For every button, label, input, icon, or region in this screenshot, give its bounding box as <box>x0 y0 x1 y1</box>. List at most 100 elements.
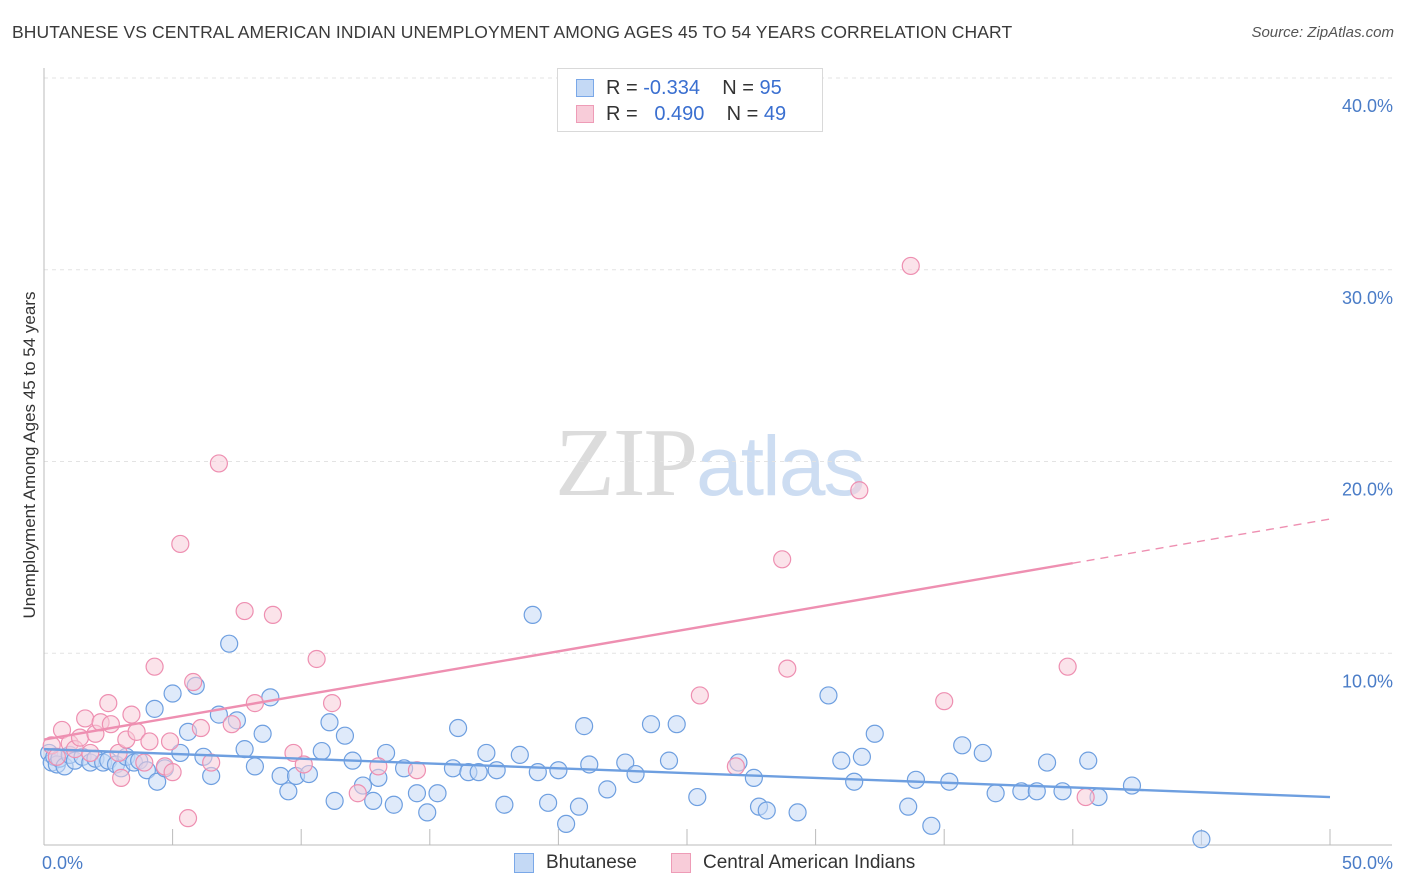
data-point <box>495 795 514 814</box>
data-point <box>171 534 190 554</box>
data-point <box>222 715 241 734</box>
data-point <box>788 803 807 822</box>
data-point <box>384 795 403 814</box>
legend-n-value: 49 <box>763 102 787 125</box>
data-point <box>865 724 884 743</box>
data-point <box>335 726 355 745</box>
data-point <box>261 688 280 707</box>
legend-n-value: 95 <box>759 76 782 99</box>
data-point <box>418 803 437 822</box>
data-point <box>47 747 66 766</box>
x-tick-label: 0.0% <box>42 853 83 873</box>
data-point <box>1122 776 1142 795</box>
data-point <box>539 793 558 812</box>
data-point <box>690 686 709 705</box>
data-point <box>145 699 164 718</box>
x-tick-label: 50.0% <box>1342 853 1393 873</box>
data-point <box>140 732 159 751</box>
data-point <box>307 649 326 669</box>
data-point <box>76 709 95 728</box>
data-point <box>320 713 339 732</box>
data-point <box>163 684 182 703</box>
legend-swatch-central-american-indians <box>576 105 594 123</box>
data-point <box>263 605 283 625</box>
series-legend-central-american-indians: Central American Indians <box>671 852 915 874</box>
data-point <box>626 764 645 784</box>
legend-swatch-bhutanese <box>576 79 594 97</box>
data-points <box>40 256 1211 849</box>
data-point <box>122 705 141 724</box>
watermark: ZIPatlas <box>555 405 865 519</box>
y-tick-label: 30.0% <box>1342 288 1393 308</box>
data-point <box>850 481 869 500</box>
data-point <box>312 741 331 761</box>
legend-r-value: 0.490 <box>654 102 705 125</box>
series-swatch-central-american-indians <box>671 853 691 873</box>
legend-row-bhutanese: R = -0.334 N = 95 <box>576 76 782 100</box>
correlation-legend: R = -0.334 N = 95 R = 0.490 N = 49 <box>557 68 823 132</box>
data-point <box>294 755 313 774</box>
data-point <box>235 601 254 621</box>
data-point <box>1192 830 1211 849</box>
data-point <box>973 743 992 763</box>
y-tick-label: 10.0% <box>1342 671 1393 691</box>
data-point <box>160 732 180 751</box>
data-point <box>901 256 920 276</box>
legend-n-label: N = <box>722 76 754 99</box>
data-point <box>477 743 496 763</box>
data-point <box>112 768 131 787</box>
watermark-atlas: atlas <box>696 419 865 513</box>
data-point <box>209 454 228 473</box>
trend-lines <box>43 518 1331 799</box>
series-name-bhutanese: Bhutanese <box>546 852 637 873</box>
data-point <box>726 757 745 776</box>
data-point <box>773 550 792 569</box>
data-point <box>1079 751 1098 770</box>
data-point <box>510 745 529 764</box>
data-point <box>184 672 203 692</box>
legend-r-value: -0.334 <box>643 76 700 99</box>
data-point <box>469 763 488 782</box>
tick-labels: 10.0% 20.0% 30.0% 40.0% 0.0% 50.0% <box>42 96 1393 873</box>
series-name-central-american-indians: Central American Indians <box>703 852 916 873</box>
data-point <box>428 784 447 803</box>
data-point <box>757 801 776 820</box>
data-point <box>135 753 154 772</box>
data-point <box>778 659 797 678</box>
data-point <box>202 753 221 772</box>
data-point <box>569 797 589 816</box>
data-point <box>253 724 272 743</box>
data-point <box>953 736 972 755</box>
data-point <box>906 770 926 789</box>
data-point <box>322 694 342 713</box>
data-point <box>935 692 954 711</box>
data-point <box>52 720 72 740</box>
data-point <box>487 761 506 780</box>
data-point <box>819 686 838 705</box>
data-point <box>220 634 239 653</box>
data-point <box>81 743 100 763</box>
data-point <box>667 715 686 734</box>
series-central-american-indians-points <box>42 256 1095 828</box>
data-point <box>443 759 463 778</box>
data-point <box>271 766 290 786</box>
data-point <box>852 747 871 766</box>
legend-n-label: N = <box>726 102 759 125</box>
data-point <box>598 780 617 799</box>
data-point <box>659 751 679 770</box>
data-point <box>922 816 941 835</box>
legend-r-label: R = <box>606 76 638 99</box>
data-point <box>523 605 542 625</box>
axes <box>43 68 1392 846</box>
data-point <box>832 751 851 770</box>
legend-row-central-american-indians: R = 0.490 N = 49 <box>576 102 786 126</box>
data-point <box>899 797 918 816</box>
data-point <box>1058 657 1077 676</box>
data-point <box>348 784 367 803</box>
data-point <box>279 782 298 801</box>
data-point <box>557 814 576 834</box>
data-point <box>163 763 182 782</box>
data-point <box>235 740 254 759</box>
data-point <box>575 717 594 736</box>
